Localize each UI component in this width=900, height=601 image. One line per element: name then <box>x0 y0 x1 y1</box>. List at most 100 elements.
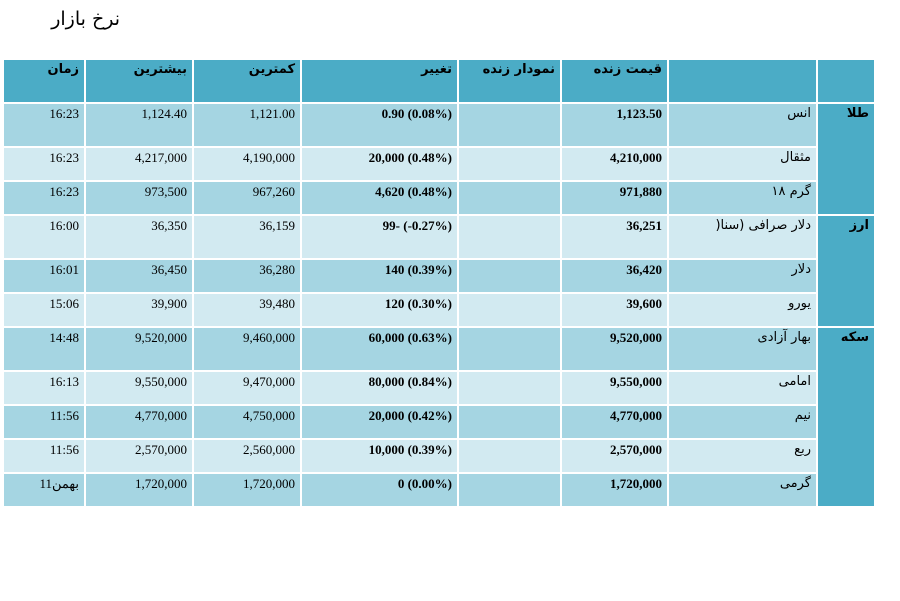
live-price-cell: 9,550,000 <box>560 370 669 406</box>
high-cell: 9,520,000 <box>84 326 194 372</box>
time-cell: 16:01 <box>2 258 86 294</box>
high-cell: 9,550,000 <box>84 370 194 406</box>
live-chart-cell <box>457 438 562 474</box>
live-chart-cell <box>457 326 562 372</box>
low-cell: 39,480 <box>192 292 302 328</box>
item-name-cell: گرم ۱۸ <box>667 180 818 216</box>
high-cell: 4,217,000 <box>84 146 194 182</box>
change-cell: 4,620 (0.48%) <box>300 180 459 216</box>
change-cell: 20,000 (0.42%) <box>300 404 459 440</box>
live-chart-cell <box>457 102 562 148</box>
table-header-row: زمان بیشترین کمترین تغییر نمودار زنده قی… <box>2 58 876 104</box>
live-price-cell: 9,520,000 <box>560 326 669 372</box>
table-row: 15:06 39,900 39,480 120 (0.30%) 39,600 ی… <box>2 292 875 328</box>
change-cell: 10,000 (0.39%) <box>300 438 459 474</box>
low-cell: 36,280 <box>192 258 302 294</box>
change-cell: 0 (0.00%) <box>300 472 459 508</box>
time-cell: 16:23 <box>2 180 86 216</box>
live-chart-cell <box>457 370 562 406</box>
live-price-cell: 36,251 <box>560 214 669 260</box>
low-cell: 9,470,000 <box>192 370 302 406</box>
time-cell: 16:23 <box>2 102 86 148</box>
item-name-cell: انس <box>667 102 818 148</box>
header-change: تغییر <box>300 58 459 104</box>
high-cell: 39,900 <box>84 292 194 328</box>
table-row: 11:56 2,570,000 2,560,000 10,000 (0.39%)… <box>2 438 875 474</box>
live-price-cell: 4,770,000 <box>560 404 669 440</box>
high-cell: 36,450 <box>84 258 194 294</box>
table-row: 14:48 9,520,000 9,460,000 60,000 (0.63%)… <box>2 326 876 508</box>
table-row: 11بهمن 1,720,000 1,720,000 0 (0.00%) 1,7… <box>2 472 875 508</box>
high-cell: 1,124.40 <box>84 102 194 148</box>
time-cell: 11بهمن <box>2 472 86 508</box>
live-price-cell: 4,210,000 <box>560 146 669 182</box>
header-name <box>667 58 818 104</box>
low-cell: 9,460,000 <box>192 326 302 372</box>
group-label-currency: ارز <box>816 214 876 328</box>
header-live-chart: نمودار زنده <box>457 58 562 104</box>
time-cell: 16:13 <box>2 370 86 406</box>
header-live-price: قیمت زنده <box>560 58 669 104</box>
table-row: 16:00 36,350 36,159 99- (-0.27%) 36,251 … <box>2 214 876 328</box>
item-name-cell: بهار آزادی <box>667 326 818 372</box>
high-cell: 2,570,000 <box>84 438 194 474</box>
live-price-cell: 1,123.50 <box>560 102 669 148</box>
live-price-cell: 2,570,000 <box>560 438 669 474</box>
low-cell: 1,121.00 <box>192 102 302 148</box>
change-cell: 120 (0.30%) <box>300 292 459 328</box>
live-chart-cell <box>457 472 562 508</box>
page-title: نرخ بازار <box>51 8 120 30</box>
item-name-cell: دلار <box>667 258 818 294</box>
item-name-cell: مثقال <box>667 146 818 182</box>
time-cell: 11:56 <box>2 404 86 440</box>
low-cell: 36,159 <box>192 214 302 260</box>
header-group <box>816 58 876 104</box>
live-chart-cell <box>457 146 562 182</box>
market-rates-table: زمان بیشترین کمترین تغییر نمودار زنده قی… <box>2 58 876 508</box>
low-cell: 967,260 <box>192 180 302 216</box>
live-price-cell: 36,420 <box>560 258 669 294</box>
item-name-cell: دلار صرافی (سنا( <box>667 214 818 260</box>
table-row: 16:13 9,550,000 9,470,000 80,000 (0.84%)… <box>2 370 875 406</box>
header-high: بیشترین <box>84 58 194 104</box>
live-price-cell: 971,880 <box>560 180 669 216</box>
item-name-cell: نیم <box>667 404 818 440</box>
low-cell: 4,750,000 <box>192 404 302 440</box>
time-cell: 14:48 <box>2 326 86 372</box>
live-chart-cell <box>457 292 562 328</box>
low-cell: 1,720,000 <box>192 472 302 508</box>
live-chart-cell <box>457 214 562 260</box>
high-cell: 36,350 <box>84 214 194 260</box>
table-row: 16:23 4,217,000 4,190,000 20,000 (0.48%)… <box>2 146 875 182</box>
live-chart-cell <box>457 404 562 440</box>
high-cell: 973,500 <box>84 180 194 216</box>
time-cell: 16:00 <box>2 214 86 260</box>
time-cell: 15:06 <box>2 292 86 328</box>
low-cell: 2,560,000 <box>192 438 302 474</box>
header-time: زمان <box>2 58 86 104</box>
item-name-cell: امامی <box>667 370 818 406</box>
group-label-gold: طلا <box>816 102 876 216</box>
table-row: 16:23 1,124.40 1,121.00 0.90 (0.08%) 1,1… <box>2 102 876 216</box>
item-name-cell: یورو <box>667 292 818 328</box>
low-cell: 4,190,000 <box>192 146 302 182</box>
group-label-coins: سکه <box>816 326 876 508</box>
live-chart-cell <box>457 258 562 294</box>
high-cell: 4,770,000 <box>84 404 194 440</box>
table-row: 16:23 973,500 967,260 4,620 (0.48%) 971,… <box>2 180 875 216</box>
change-cell: 99- (-0.27%) <box>300 214 459 260</box>
header-low: کمترین <box>192 58 302 104</box>
item-name-cell: ربع <box>667 438 818 474</box>
change-cell: 20,000 (0.48%) <box>300 146 459 182</box>
change-cell: 140 (0.39%) <box>300 258 459 294</box>
change-cell: 60,000 (0.63%) <box>300 326 459 372</box>
table-row: 16:01 36,450 36,280 140 (0.39%) 36,420 د… <box>2 258 875 294</box>
live-price-cell: 1,720,000 <box>560 472 669 508</box>
high-cell: 1,720,000 <box>84 472 194 508</box>
change-cell: 80,000 (0.84%) <box>300 370 459 406</box>
item-name-cell: گرمی <box>667 472 818 508</box>
change-cell: 0.90 (0.08%) <box>300 102 459 148</box>
live-chart-cell <box>457 180 562 216</box>
table-row: 11:56 4,770,000 4,750,000 20,000 (0.42%)… <box>2 404 875 440</box>
time-cell: 16:23 <box>2 146 86 182</box>
